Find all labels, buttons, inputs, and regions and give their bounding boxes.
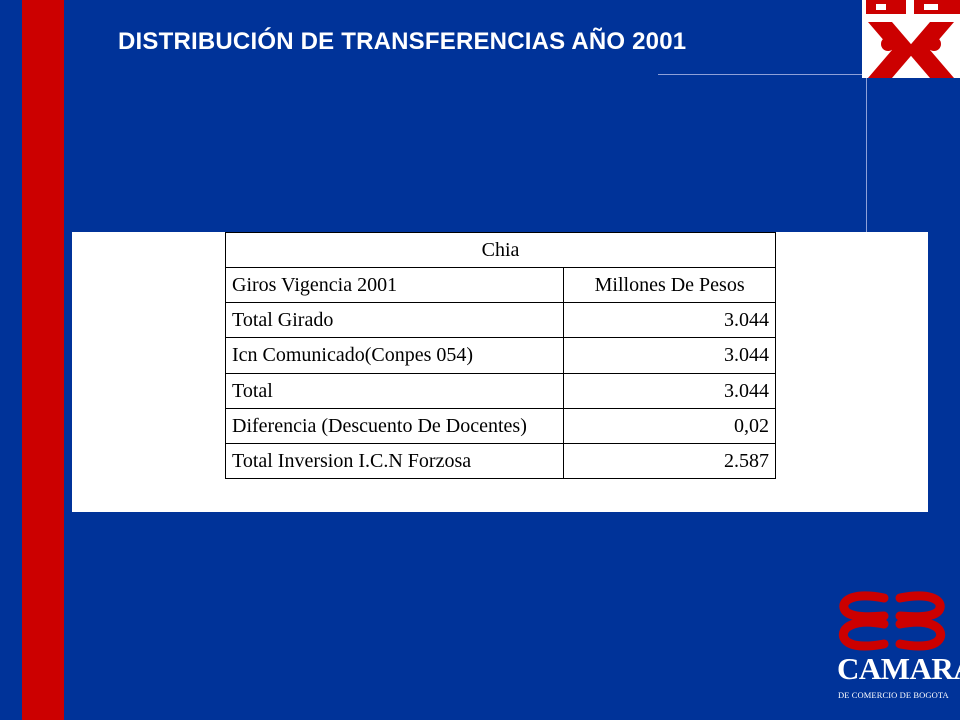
transfers-table: Chia Giros Vigencia 2001 Millones De Pes… (224, 231, 776, 480)
row-label: Total Inversion I.C.N Forzosa (224, 442, 565, 480)
table-header-row: Giros Vigencia 2001 Millones De Pesos (224, 267, 776, 304)
corner-logo-icon (862, 0, 960, 78)
table-row: Total Girado 3.044 (224, 302, 776, 339)
table-row: Diferencia (Descuento De Docentes) 0,02 (224, 407, 776, 444)
row-label: Icn Comunicado(Conpes 054) (224, 337, 565, 374)
row-value: 0,02 (563, 407, 776, 444)
slide-title: DISTRIBUCIÓN DE TRANSFERENCIAS AÑO 2001 (118, 28, 687, 55)
row-value: 3.044 (563, 337, 776, 374)
decorative-rule-vertical (866, 74, 867, 232)
row-value: 2.587 (563, 442, 776, 480)
row-label: Total Girado (224, 302, 565, 339)
row-value: 3.044 (563, 372, 776, 409)
camara-logo-subtitle: DE COMERCIO DE BOGOTA (838, 690, 949, 700)
left-red-stripe (22, 0, 64, 720)
column-header-amount: Millones De Pesos (563, 267, 776, 304)
column-header-concept: Giros Vigencia 2001 (224, 267, 565, 304)
table-row: Icn Comunicado(Conpes 054) 3.044 (224, 337, 776, 374)
table-row: Total Inversion I.C.N Forzosa 2.587 (224, 442, 776, 480)
table-caption: Chia (225, 231, 776, 269)
row-value: 3.044 (563, 302, 776, 339)
table-caption-row: Chia (225, 231, 776, 269)
camara-logo-name: CAMARA (837, 651, 960, 686)
decorative-rule-horizontal (658, 74, 866, 75)
row-label: Diferencia (Descuento De Docentes) (224, 407, 565, 444)
row-label: Total (224, 372, 565, 409)
camara-logo-icon (838, 591, 946, 651)
table-panel: Chia Giros Vigencia 2001 Millones De Pes… (72, 231, 928, 512)
table-row: Total 3.044 (224, 372, 776, 409)
